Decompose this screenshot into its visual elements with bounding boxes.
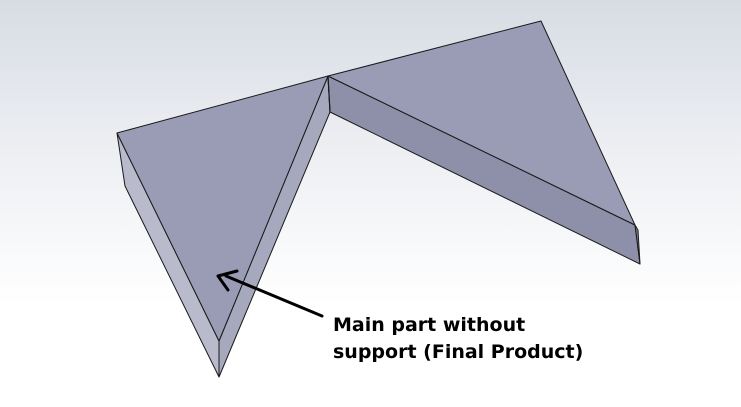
annotation-line-1: Main part without (333, 314, 526, 336)
pointer-arrow-icon (216, 269, 324, 318)
right-triangle-top-face (327, 20, 636, 226)
notch-crease-edge (327, 75, 331, 113)
annotation-label: Main part without support (Final Product… (333, 312, 583, 366)
left-triangle-top-face (116, 75, 329, 342)
right-triangle-side-face-outer (634, 224, 641, 265)
annotation-line-2: support (Final Product) (333, 341, 584, 363)
